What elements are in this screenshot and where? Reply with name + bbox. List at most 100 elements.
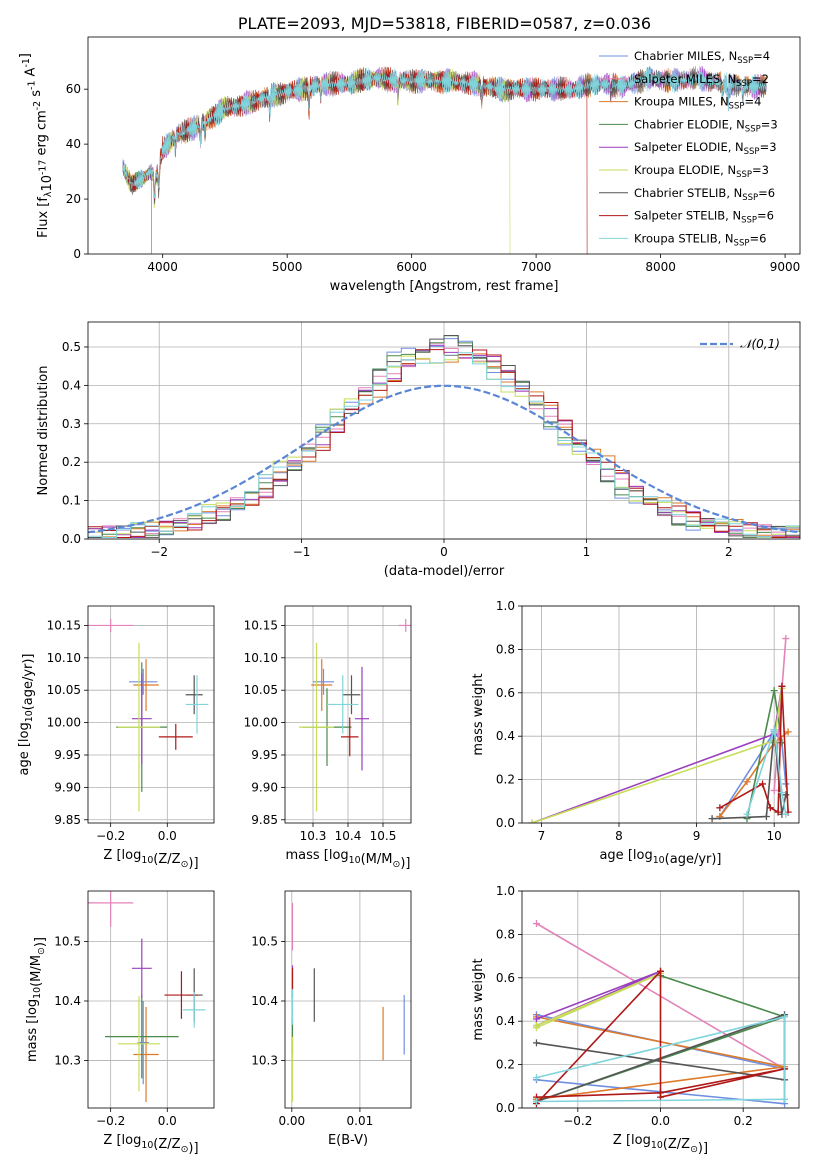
weight-vs-z-panel-marker-6-3 (532, 1039, 540, 1047)
weight-vs-age-panel-line-4 (531, 686, 783, 823)
y-tick-label: 9.95 (251, 748, 278, 762)
y-tick-label: 1.0 (496, 884, 515, 898)
weight-vs-z-panel: −0.2 0.0 0.2 0.0 0.2 0.4 0.6 0.8 1.0 Z [log10(Z/Z… (471, 884, 800, 1156)
x-tick-label: −2 (150, 545, 168, 559)
x-tick-label: 10.3 (300, 829, 327, 843)
y-axis-label: mass [log10(M/M⊙)] (25, 937, 48, 1062)
y-tick-label: 0.5 (62, 340, 81, 354)
mass-vs-ebv-panel-data (291, 902, 405, 1103)
y-tick-label: 0 (73, 247, 81, 261)
age-vs-z-panel-data (88, 618, 209, 812)
x-tick-label: 0.0 (158, 829, 177, 843)
y-tick-label: 0.0 (62, 532, 81, 546)
age-vs-z-panel-point-5 (117, 642, 161, 812)
y-tick-label: 10.3 (251, 1053, 278, 1067)
y-tick-label: 1.0 (496, 599, 515, 613)
spectrum-series-5 (122, 66, 511, 254)
weight-vs-age-panel-marker-7-1 (759, 780, 767, 788)
weight-vs-age-panel-marker-6-1 (762, 812, 770, 820)
x-axis-label: wavelength [Angstrom, rest frame] (330, 279, 559, 294)
age-vs-z-panel-point-0 (129, 668, 158, 695)
age-vs-z-panel-point-8 (185, 675, 209, 734)
mass-vs-z-panel-point-5 (117, 996, 161, 1092)
weight-vs-age-panel-marker-7-3 (774, 808, 782, 816)
x-tick-label: 9 (693, 829, 701, 843)
y-tick-label: 10.3 (54, 1053, 81, 1067)
weight-vs-z-panel-marker-8-0 (532, 1074, 540, 1082)
y-tick-label: 10.15 (47, 618, 81, 632)
gaussian-legend-label: 𝒩(0,1) (740, 337, 780, 351)
y-tick-label: 10.4 (54, 994, 81, 1008)
weight-vs-age-panel-line-1 (773, 638, 787, 791)
axes-frame (87, 36, 801, 255)
x-tick-label: 0.01 (347, 1114, 374, 1128)
weight-vs-age-panel-marker-1-1 (782, 635, 790, 643)
weight-vs-z-panel-line-5 (536, 972, 661, 1029)
axes-frame (521, 890, 800, 1109)
legend-entry-5: Kroupa ELODIE, NSSP=3 (634, 163, 769, 180)
x-tick-label: −0.2 (563, 1114, 592, 1128)
y-tick-label: 9.85 (251, 813, 278, 827)
y-tick-label: 0.4 (496, 729, 515, 743)
mass-vs-z-panel-data (88, 891, 206, 1103)
weight-vs-z-panel-marker-8-3 (532, 1097, 540, 1105)
weight-vs-age-panel-line-5 (531, 688, 783, 823)
legend-entry-6: Chabrier STELIB, NSSP=6 (634, 186, 775, 203)
age-vs-mass-panel-point-4 (355, 666, 369, 771)
x-tick-label: 8 (615, 829, 623, 843)
x-tick-label: 0.2 (734, 1114, 753, 1128)
y-axis-label: age [log10(age/yr)] (17, 653, 36, 775)
x-axis-label: Z [log10(Z/Z⊙)] (103, 1133, 198, 1156)
mass-vs-z-panel-point-2 (133, 1006, 159, 1103)
y-tick-label: 9.85 (54, 813, 81, 827)
spectrum-panel: 4000 5000 6000 7000 8000 9000 0 20 40 60 Chabrier … (18, 36, 801, 294)
weight-vs-z-panel-marker-7-1 (657, 967, 664, 975)
age-vs-mass-panel-point-8 (327, 675, 359, 734)
age-vs-mass-panel-data (299, 618, 411, 812)
age-vs-mass-panel-point-2 (311, 659, 333, 711)
y-tick-label: 0.1 (62, 494, 81, 508)
weight-vs-z-panel-marker-5-2 (532, 1024, 540, 1032)
age-vs-z-panel-point-6 (185, 675, 203, 715)
x-tick-label: 10.5 (370, 829, 397, 843)
weight-vs-age-panel-marker-8-0 (743, 810, 751, 818)
weight-vs-age-panel-marker-2-3 (784, 728, 792, 736)
y-tick-label: 0.2 (496, 1058, 515, 1072)
histogram-series-7 (88, 349, 800, 538)
x-tick-label: 8000 (645, 260, 676, 274)
legend-entry-1: Salpeter MILES, NSSP=2 (634, 72, 769, 89)
gaussian-curve (88, 384, 800, 534)
y-tick-label: 10.15 (244, 618, 278, 632)
axes-frame (521, 605, 800, 824)
y-tick-label: 0.4 (496, 1014, 515, 1028)
y-tick-label: 0.3 (62, 417, 81, 431)
weight-vs-age-panel-data (528, 635, 792, 823)
y-tick-label: 0.0 (496, 816, 515, 830)
weight-vs-age-panel-marker-6-0 (708, 815, 716, 823)
weight-vs-age-panel-marker-8-1 (770, 726, 778, 734)
x-tick-label: −1 (293, 545, 311, 559)
residuals-panel: −2 −1 0 1 2 0.0 0.1 0.2 0.3 0.4 0.5 𝒩(0,1) (data-mod… (36, 321, 801, 579)
weight-vs-z-panel-marker-8-2 (781, 1095, 789, 1103)
y-axis-label: mass weight (471, 673, 486, 755)
axes-frame (87, 890, 215, 1109)
weight-vs-age-panel-line-8 (746, 729, 787, 815)
legend-entry-3: Chabrier ELODIE, NSSP=3 (634, 117, 778, 134)
y-tick-label: 0.2 (62, 455, 81, 469)
legend-entry-2: Kroupa MILES, NSSP=4 (634, 95, 761, 112)
y-tick-label: 40 (66, 137, 81, 151)
x-tick-label: 7000 (521, 260, 552, 274)
x-axis-label: Z [log10(Z/Z⊙)] (613, 1133, 708, 1156)
weight-vs-z-panel-marker-1-0 (532, 920, 540, 928)
x-tick-label: 9000 (770, 260, 801, 274)
y-tick-label: 10.05 (244, 683, 278, 697)
x-tick-label: 6000 (396, 260, 427, 274)
x-tick-label: −0.2 (96, 829, 125, 843)
weight-vs-age-panel-marker-3-1 (770, 687, 778, 695)
weight-vs-age-panel-marker-8-3 (782, 810, 790, 818)
y-tick-label: 10.00 (47, 716, 81, 730)
x-tick-label: 0.0 (158, 1114, 177, 1128)
figure-title: PLATE=2093, MJD=53818, FIBERID=0587, z=0… (238, 14, 651, 33)
weight-vs-age-panel-marker-6-4 (782, 791, 790, 799)
